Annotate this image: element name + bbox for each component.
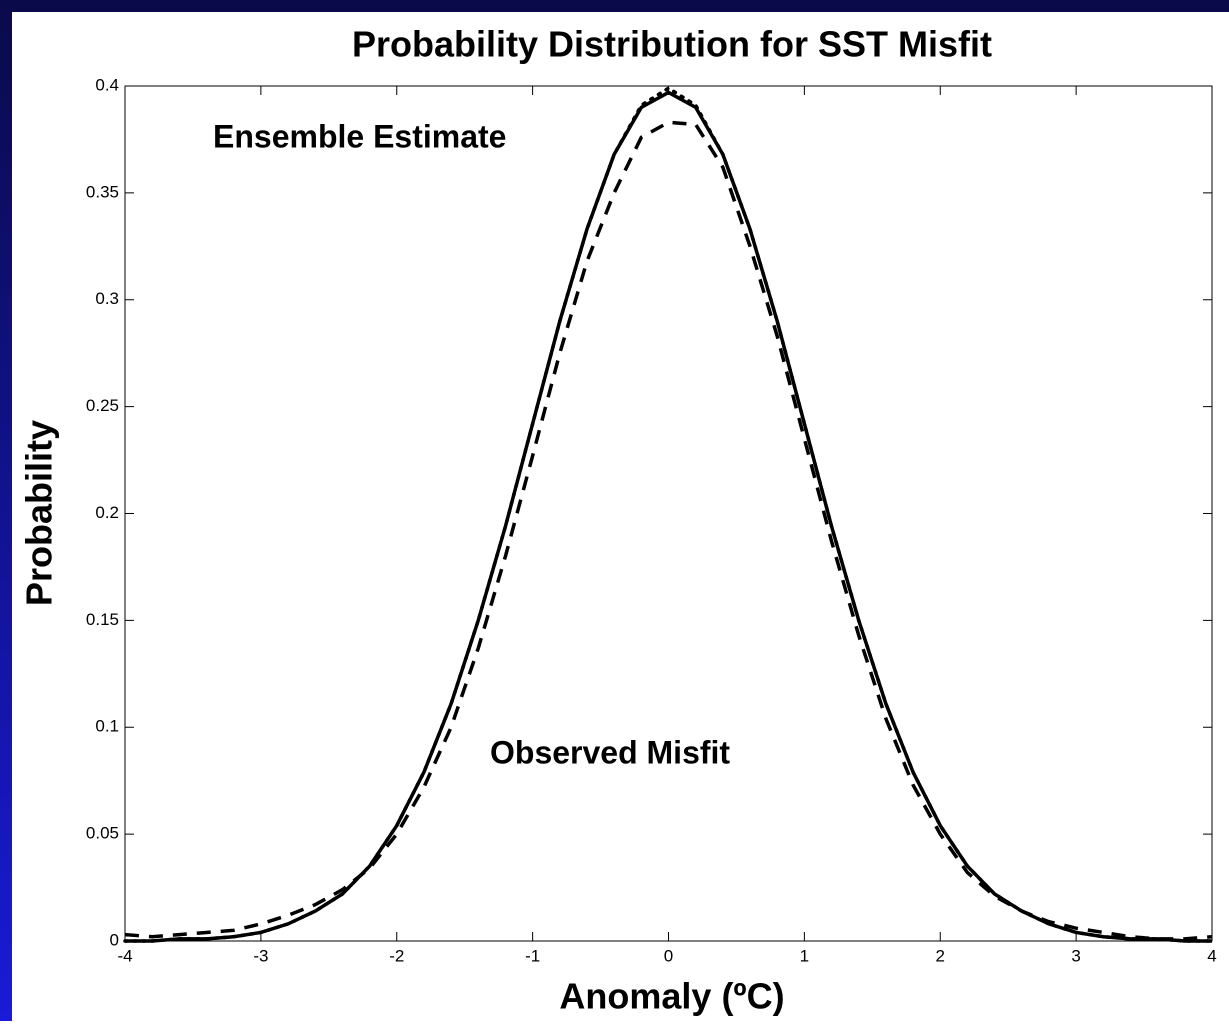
data-line xyxy=(124,120,1213,941)
y-tick-label: 0.3 xyxy=(95,289,119,308)
x-tick-label: 3 xyxy=(1071,946,1080,965)
y-tick-label: 0.4 xyxy=(95,75,119,94)
x-tick-label: -4 xyxy=(117,946,132,965)
annotation: Observed Misfit xyxy=(490,734,730,770)
y-tick-label: 0.2 xyxy=(95,503,119,522)
x-tick-label: -3 xyxy=(253,946,268,965)
x-tick-label: -1 xyxy=(525,946,540,965)
x-tick-label: 4 xyxy=(1207,946,1216,965)
y-tick-label: 0.1 xyxy=(95,717,119,736)
x-axis-label: Anomaly (ºC) xyxy=(559,976,784,1017)
y-tick-label: 0.15 xyxy=(86,610,119,629)
chart-title: Probability Distribution for SST Misfit xyxy=(352,24,992,65)
y-tick-label: 0 xyxy=(110,930,119,949)
annotation: Ensemble Estimate xyxy=(213,118,506,154)
x-tick-label: 1 xyxy=(800,946,809,965)
x-tick-label: 2 xyxy=(936,946,945,965)
plot-background xyxy=(12,12,1229,1021)
y-tick-label: 0.05 xyxy=(86,824,119,843)
y-tick-label: 0.25 xyxy=(86,396,119,415)
y-axis-label: Probability xyxy=(19,420,60,606)
x-tick-label: -2 xyxy=(389,946,404,965)
y-tick-label: 0.35 xyxy=(86,182,119,201)
x-tick-label: 0 xyxy=(664,946,673,965)
